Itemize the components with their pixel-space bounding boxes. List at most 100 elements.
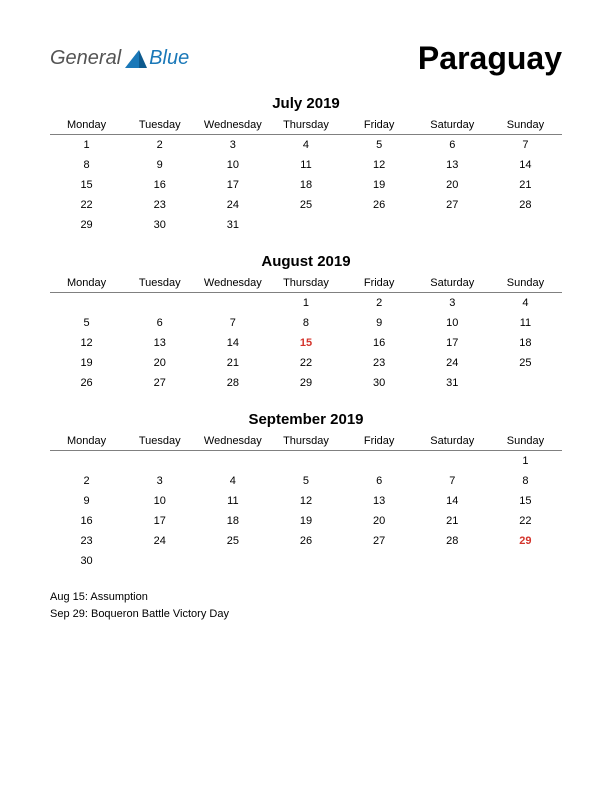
calendar-cell: 13 (416, 155, 489, 175)
calendar-cell: 22 (50, 195, 123, 215)
calendar-row: 1234 (50, 293, 562, 314)
weekday-header: Sunday (489, 116, 562, 135)
calendar-row: 22232425262728 (50, 195, 562, 215)
logo: General Blue (50, 47, 189, 70)
calendar-cell: 6 (416, 135, 489, 156)
calendar-cell: 8 (269, 313, 342, 333)
calendar-cell: 14 (489, 155, 562, 175)
calendar-cell: 9 (343, 313, 416, 333)
weekday-header: Tuesday (123, 116, 196, 135)
calendar-cell: 29 (50, 215, 123, 235)
calendar-cell: 27 (416, 195, 489, 215)
calendar-cell: 24 (416, 353, 489, 373)
calendar-cell: 7 (489, 135, 562, 156)
calendar-cell: 14 (416, 491, 489, 511)
calendar-cell: 24 (196, 195, 269, 215)
calendar-cell: 11 (269, 155, 342, 175)
calendar-cell (343, 551, 416, 571)
calendar-cell: 27 (343, 531, 416, 551)
calendar-cell: 4 (196, 471, 269, 491)
weekday-header: Wednesday (196, 274, 269, 293)
calendar-cell: 20 (123, 353, 196, 373)
calendar-cell: 2 (50, 471, 123, 491)
calendar-cell: 18 (269, 175, 342, 195)
calendar-row: 15161718192021 (50, 175, 562, 195)
calendar-row: 9101112131415 (50, 491, 562, 511)
calendar-cell (269, 551, 342, 571)
holiday-list: Aug 15: Assumption Sep 29: Boqueron Batt… (50, 589, 562, 622)
calendar-cell: 5 (50, 313, 123, 333)
calendar-cell: 22 (489, 511, 562, 531)
weekday-header: Sunday (489, 274, 562, 293)
calendar-cell: 23 (123, 195, 196, 215)
weekday-header: Thursday (269, 274, 342, 293)
calendar-cell: 30 (343, 373, 416, 393)
calendar-cell: 1 (50, 135, 123, 156)
calendar-cell: 13 (123, 333, 196, 353)
calendar-cell: 25 (269, 195, 342, 215)
calendar-cell: 16 (123, 175, 196, 195)
calendar-cell: 28 (196, 373, 269, 393)
calendar-cell: 18 (489, 333, 562, 353)
calendar-cell (123, 293, 196, 314)
calendar-cell: 18 (196, 511, 269, 531)
calendar-container: July 2019MondayTuesdayWednesdayThursdayF… (50, 95, 562, 571)
calendar-cell (50, 293, 123, 314)
month-block: August 2019MondayTuesdayWednesdayThursda… (50, 253, 562, 393)
calendar-row: 30 (50, 551, 562, 571)
calendar-row: 891011121314 (50, 155, 562, 175)
calendar-cell: 30 (50, 551, 123, 571)
calendar-cell: 2 (123, 135, 196, 156)
calendar-cell: 11 (196, 491, 269, 511)
calendar-cell: 11 (489, 313, 562, 333)
calendar-cell: 21 (489, 175, 562, 195)
calendar-cell: 12 (50, 333, 123, 353)
weekday-header: Friday (343, 432, 416, 451)
calendar-cell: 25 (196, 531, 269, 551)
calendar-cell: 13 (343, 491, 416, 511)
calendar-cell: 16 (343, 333, 416, 353)
calendar-row: 19202122232425 (50, 353, 562, 373)
holiday-entry: Aug 15: Assumption (50, 589, 562, 606)
calendar-cell: 31 (416, 373, 489, 393)
month-block: September 2019MondayTuesdayWednesdayThur… (50, 411, 562, 571)
calendar-cell: 3 (123, 471, 196, 491)
calendar-cell: 8 (50, 155, 123, 175)
calendar-row: 23242526272829 (50, 531, 562, 551)
calendar-cell: 22 (269, 353, 342, 373)
weekday-header: Monday (50, 432, 123, 451)
calendar-row: 567891011 (50, 313, 562, 333)
calendar-cell: 29 (269, 373, 342, 393)
calendar-cell: 4 (489, 293, 562, 314)
calendar-cell: 10 (123, 491, 196, 511)
weekday-header: Wednesday (196, 432, 269, 451)
calendar-cell: 15 (489, 491, 562, 511)
logo-text-blue: Blue (149, 47, 189, 70)
calendar-cell (196, 551, 269, 571)
calendar-cell: 28 (489, 195, 562, 215)
calendar-cell: 2 (343, 293, 416, 314)
calendar-cell (50, 451, 123, 472)
month-title: September 2019 (50, 411, 562, 428)
header: General Blue Paraguay (50, 40, 562, 77)
calendar-cell: 1 (489, 451, 562, 472)
weekday-header: Friday (343, 116, 416, 135)
calendar-row: 2345678 (50, 471, 562, 491)
calendar-cell (416, 215, 489, 235)
calendar-cell: 7 (416, 471, 489, 491)
calendar-cell: 10 (416, 313, 489, 333)
calendar-cell (123, 451, 196, 472)
calendar-cell (416, 451, 489, 472)
calendar-cell: 3 (196, 135, 269, 156)
calendar-cell: 28 (416, 531, 489, 551)
month-block: July 2019MondayTuesdayWednesdayThursdayF… (50, 95, 562, 235)
calendar-row: 16171819202122 (50, 511, 562, 531)
calendar-cell: 25 (489, 353, 562, 373)
calendar-cell: 8 (489, 471, 562, 491)
weekday-header: Monday (50, 116, 123, 135)
calendar-cell: 26 (50, 373, 123, 393)
weekday-header: Saturday (416, 116, 489, 135)
calendar-cell (343, 451, 416, 472)
calendar-cell: 23 (50, 531, 123, 551)
month-title: August 2019 (50, 253, 562, 270)
